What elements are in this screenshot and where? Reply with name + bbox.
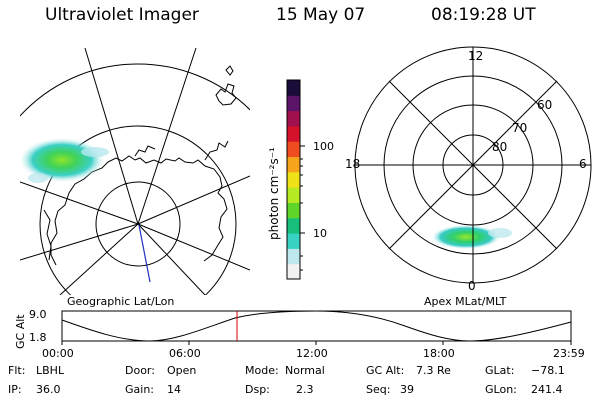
time-tick-1800: 18:00: [423, 347, 455, 360]
info-dsp-value: 2.3: [296, 383, 314, 396]
colorbar-segment: [287, 171, 300, 188]
altitude-curve: [61, 310, 572, 342]
aurora-emission-left: [20, 138, 109, 183]
info-glon-key: GLon:: [485, 383, 517, 396]
mlt-label-18: 18: [345, 157, 360, 171]
info-seq-key: Seq:: [366, 383, 391, 396]
colorbar-segment: [287, 125, 300, 142]
colorbar-segment: [287, 187, 300, 203]
time-tick-0600: 06:00: [169, 347, 201, 360]
latitude-circles: [20, 63, 250, 295]
info-ip-key: IP:: [8, 383, 22, 396]
aurora-emission-right: [432, 225, 500, 249]
colorbar-segment: [287, 248, 300, 265]
colorbar-frame: [286, 79, 301, 280]
info-seq-value: 39: [400, 383, 414, 396]
time-label: 08:19:28 UT: [431, 5, 536, 25]
info-glat-key: GLat:: [485, 364, 515, 377]
info-flt-value: LBHL: [36, 364, 65, 377]
info-dsp-key: Dsp:: [245, 383, 270, 396]
colorbar-segment: [287, 263, 300, 280]
longitude-lines: [20, 47, 250, 295]
colorbar: [286, 79, 301, 280]
colorbar-tick-10: 10: [313, 227, 327, 240]
info-gcalt-value: 7.3 Re: [416, 364, 451, 377]
geographic-caption: Geographic Lat/Lon: [67, 295, 174, 308]
colorbar-segment: [287, 110, 300, 127]
mlt-label-6: 6: [579, 157, 587, 171]
colorbar-segment: [287, 95, 300, 112]
info-gcalt-key: GC Alt:: [366, 364, 405, 377]
altitude-tick-max: 9.0: [29, 308, 47, 321]
info-mode-value: Normal: [285, 364, 325, 377]
date-label: 15 May 07: [276, 5, 366, 25]
colorbar-segment: [287, 80, 300, 96]
info-door-key: Door:: [125, 364, 155, 377]
colorbar-segment: [287, 217, 300, 234]
colorbar-segment: [287, 202, 300, 219]
mlt-label-12: 12: [468, 49, 483, 63]
colorbar-segment: [287, 156, 300, 173]
info-glon-value: 241.4: [531, 383, 563, 396]
mlat-label-60: 60: [537, 98, 552, 112]
info-gain-key: Gain:: [125, 383, 154, 396]
nadir-line: [138, 224, 151, 283]
mlt-label-0: 0: [468, 279, 476, 293]
info-ip-value: 36.0: [36, 383, 61, 396]
colorbar-unit-label: photon cm⁻²s⁻¹: [267, 147, 281, 240]
altitude-axis-label: GC Alt: [14, 314, 27, 349]
colorbar-tick-100: 100: [313, 140, 334, 153]
altitude-strip: [61, 310, 572, 345]
info-flt-key: Flt:: [8, 364, 26, 377]
time-tick-1200: 12:00: [296, 347, 328, 360]
mlat-label-80: 80: [492, 140, 507, 154]
instrument-title: Ultraviolet Imager: [45, 5, 199, 25]
geographic-map: [20, 47, 250, 295]
altitude-tick-min: 1.8: [29, 331, 47, 344]
time-tick-2359: 23:59: [553, 347, 585, 360]
info-glat-value: −78.1: [531, 364, 565, 377]
magnetic-map: [354, 46, 592, 284]
info-mode-key: Mode:: [245, 364, 279, 377]
mlat-label-70: 70: [512, 121, 527, 135]
info-gain-value: 14: [167, 383, 181, 396]
colorbar-ticks: [300, 145, 305, 271]
colorbar-segment: [287, 141, 300, 158]
info-door-value: Open: [167, 364, 197, 377]
colorbar-segment: [287, 233, 300, 249]
magnetic-caption: Apex MLat/MLT: [424, 295, 507, 308]
time-tick-0000: 00:00: [42, 347, 74, 360]
